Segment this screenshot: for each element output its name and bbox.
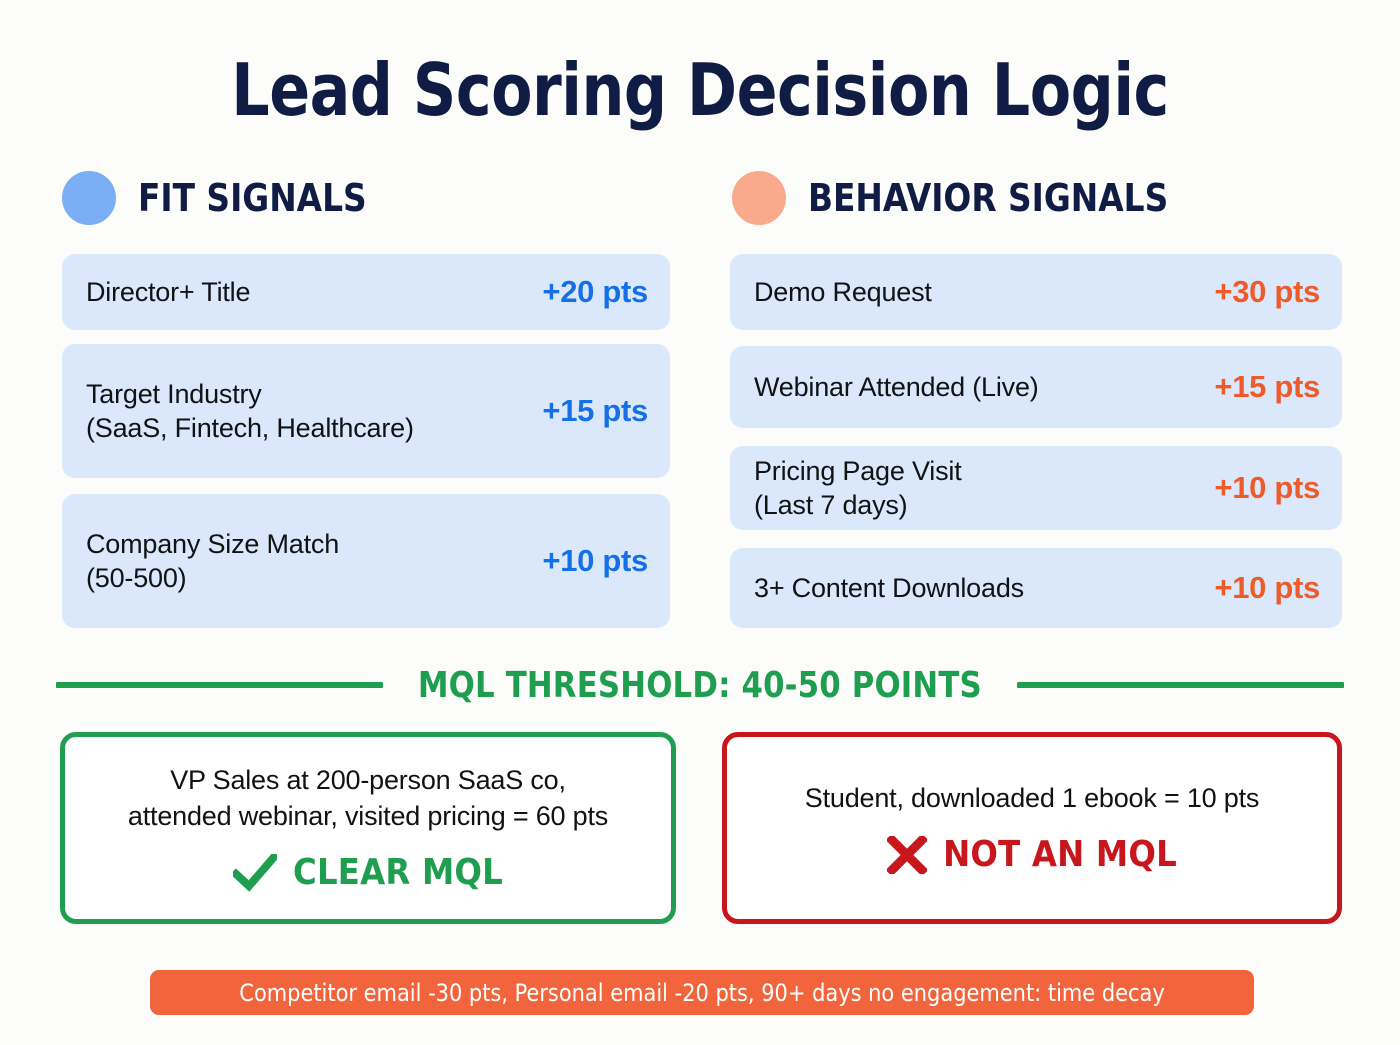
verdict-label: CLEAR MQL [292,852,503,894]
behavior-signals-header-label: BEHAVIOR SIGNALS [808,176,1169,220]
divider-line-left [56,682,384,688]
behavior-signal-label: Demo Request [754,276,932,307]
behavior-signal-points: +30 pts [1214,274,1320,309]
verdict-row: NOT AN MQL [887,834,1177,875]
mql-threshold-label: MQL THRESHOLD: 40-50 POINTS [417,664,983,706]
fit-signal-points: +15 pts [542,393,648,428]
fit-signal-row: Target Industry (SaaS, Fintech, Healthca… [62,344,670,478]
fit-signal-points: +10 pts [542,543,648,578]
behavior-signal-row: 3+ Content Downloads +10 pts [730,548,1342,628]
negative-scoring-text: Competitor email -30 pts, Personal email… [239,978,1165,1007]
behavior-bullet-icon [732,171,786,225]
behavior-signal-points: +10 pts [1214,470,1320,505]
page-title: Lead Scoring Decision Logic [231,48,1169,132]
check-icon [232,853,277,892]
behavior-signal-label: Pricing Page Visit (Last 7 days) [754,455,962,520]
behavior-signal-row: Pricing Page Visit (Last 7 days) +10 pts [730,446,1342,530]
example-description: VP Sales at 200-person SaaS co, attended… [127,764,609,831]
negative-scoring-banner: Competitor email -30 pts, Personal email… [150,970,1254,1015]
fit-signals-header: FIT SIGNALS [62,170,376,226]
fit-signal-label: Company Size Match (50-500) [86,528,340,593]
fit-signal-points: +20 pts [542,274,648,309]
verdict-label: NOT AN MQL [943,834,1177,876]
fit-signal-label: Director+ Title [86,276,251,307]
example-card-not-mql: Student, downloaded 1 ebook = 10 pts NOT… [722,732,1342,924]
verdict-row: CLEAR MQL [232,852,503,894]
behavior-signal-row: Webinar Attended (Live) +15 pts [730,346,1342,428]
example-card-clear-mql: VP Sales at 200-person SaaS co, attended… [60,732,676,924]
divider-line-right [1016,682,1344,688]
behavior-signal-points: +10 pts [1214,570,1320,605]
behavior-signal-points: +15 pts [1214,369,1320,404]
behavior-signal-label: Webinar Attended (Live) [754,371,1039,402]
fit-signal-label: Target Industry (SaaS, Fintech, Healthca… [86,378,414,443]
fit-signal-row: Director+ Title +20 pts [62,254,670,330]
fit-bullet-icon [62,171,116,225]
behavior-signal-label: 3+ Content Downloads [754,572,1024,603]
example-description: Student, downloaded 1 ebook = 10 pts [804,782,1260,813]
behavior-signals-header: BEHAVIOR SIGNALS [732,170,1183,226]
mql-threshold-divider: MQL THRESHOLD: 40-50 POINTS [56,662,1344,708]
fit-signals-header-label: FIT SIGNALS [138,176,367,220]
cross-icon [887,835,928,874]
behavior-signal-row: Demo Request +30 pts [730,254,1342,330]
fit-signal-row: Company Size Match (50-500) +10 pts [62,494,670,628]
